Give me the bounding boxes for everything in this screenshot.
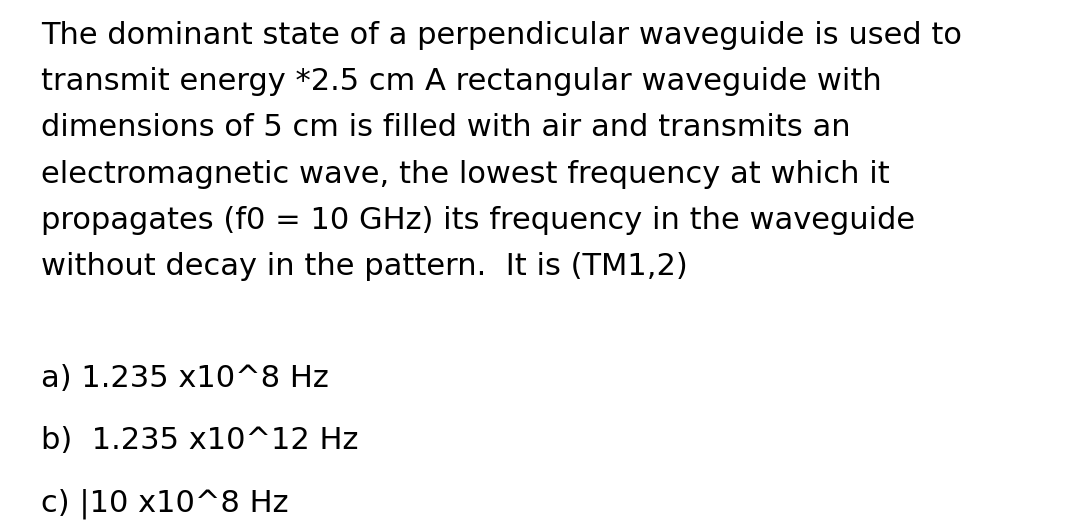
Text: b)  1.235 x10^12 Hz: b) 1.235 x10^12 Hz <box>41 426 359 456</box>
Text: The dominant state of a perpendicular waveguide is used to
transmit energy *2.5 : The dominant state of a perpendicular wa… <box>41 21 962 281</box>
Text: a) 1.235 x10^8 Hz: a) 1.235 x10^8 Hz <box>41 364 328 393</box>
Text: c) |10 x10^8 Hz: c) |10 x10^8 Hz <box>41 489 288 519</box>
